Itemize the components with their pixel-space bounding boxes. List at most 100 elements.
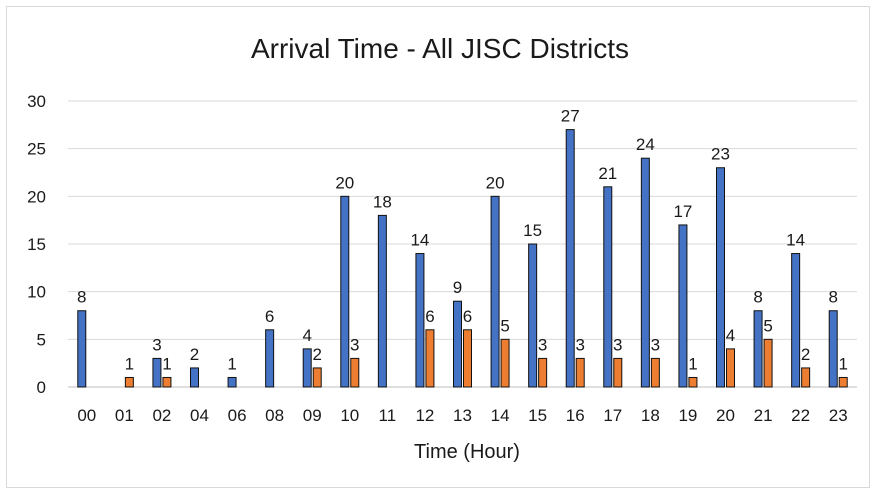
data-label: 20 xyxy=(335,173,354,192)
x-tick-label: 01 xyxy=(115,406,134,425)
x-tick-label: 06 xyxy=(228,406,247,425)
bars xyxy=(77,129,848,388)
data-label: 6 xyxy=(463,307,472,326)
y-tick-label: 30 xyxy=(27,92,46,111)
data-label: 1 xyxy=(227,354,236,373)
x-tick-label: 14 xyxy=(491,406,510,425)
bar-series-1 xyxy=(265,329,275,388)
chart-frame xyxy=(6,6,870,488)
x-tick-label: 23 xyxy=(829,406,848,425)
data-label: 6 xyxy=(265,307,274,326)
x-tick-label: 16 xyxy=(566,406,585,425)
data-label: 24 xyxy=(636,135,655,154)
data-label: 8 xyxy=(753,288,762,307)
data-label: 9 xyxy=(453,278,462,297)
x-tick-label: 02 xyxy=(152,406,171,425)
y-tick-label: 0 xyxy=(37,378,46,397)
y-tick-label: 20 xyxy=(27,187,46,206)
bar-series-1 xyxy=(716,167,725,388)
y-axis-tick-labels: 0 5 10 15 20 25 30 xyxy=(27,92,46,397)
data-label: 3 xyxy=(613,335,622,354)
bar-series-2 xyxy=(124,376,134,388)
bar-series-2 xyxy=(500,338,510,388)
x-tick-label: 11 xyxy=(379,406,397,425)
bar-series-2 xyxy=(425,329,435,388)
x-tick-label: 21 xyxy=(754,406,773,425)
gridlines xyxy=(68,100,857,388)
bar-series-1 xyxy=(340,195,350,388)
data-label: 1 xyxy=(838,354,847,373)
bar-series-2 xyxy=(688,376,698,388)
bar-series-1 xyxy=(528,243,538,388)
bar-series-2 xyxy=(801,367,811,388)
bar-series-1 xyxy=(678,224,688,388)
x-tick-label: 18 xyxy=(641,406,660,425)
x-tick-label: 04 xyxy=(190,406,209,425)
bar-series-1 xyxy=(377,214,387,388)
data-label: 4 xyxy=(726,326,735,345)
x-tick-label: 15 xyxy=(528,406,547,425)
data-labels: 8131216422031814696205153273213243171234… xyxy=(77,107,848,374)
data-label: 1 xyxy=(162,354,171,373)
data-label: 2 xyxy=(801,345,810,364)
bar-series-2 xyxy=(726,348,735,388)
data-label: 3 xyxy=(538,335,547,354)
data-label: 1 xyxy=(125,354,134,373)
bar-series-1 xyxy=(565,129,575,388)
data-label: 23 xyxy=(711,145,730,164)
bar-series-1 xyxy=(453,300,462,388)
x-tick-label: 22 xyxy=(791,406,810,425)
bar-series-1 xyxy=(791,253,801,388)
data-label: 3 xyxy=(651,335,660,354)
y-tick-label: 25 xyxy=(27,140,46,159)
y-tick-label: 10 xyxy=(27,283,46,302)
bar-series-2 xyxy=(350,357,360,388)
data-label: 3 xyxy=(350,335,359,354)
data-label: 5 xyxy=(763,316,772,335)
y-tick-label: 5 xyxy=(37,330,46,349)
data-label: 3 xyxy=(152,335,161,354)
data-label: 21 xyxy=(598,164,617,183)
data-label: 17 xyxy=(673,202,692,221)
bar-series-1 xyxy=(490,195,500,388)
x-tick-label: 09 xyxy=(303,406,322,425)
bar-series-1 xyxy=(77,310,87,388)
data-label: 14 xyxy=(786,231,805,250)
x-tick-label: 19 xyxy=(678,406,697,425)
x-tick-label: 12 xyxy=(415,406,434,425)
data-label: 20 xyxy=(486,173,505,192)
bar-series-2 xyxy=(312,367,322,388)
bar-series-1 xyxy=(190,367,199,388)
data-label: 2 xyxy=(312,345,321,364)
data-label: 15 xyxy=(523,221,542,240)
bar-series-1 xyxy=(640,157,650,388)
bar-series-2 xyxy=(162,376,172,388)
bar-series-1 xyxy=(152,357,162,388)
bar-series-1 xyxy=(302,348,312,388)
x-tick-label: 20 xyxy=(716,406,735,425)
data-label: 14 xyxy=(410,231,429,250)
x-tick-label: 13 xyxy=(453,406,472,425)
data-label: 8 xyxy=(77,288,86,307)
bar-series-1 xyxy=(828,310,838,388)
bar-series-2 xyxy=(838,376,848,388)
y-tick-label: 15 xyxy=(27,235,46,254)
x-tick-label: 10 xyxy=(340,406,359,425)
bar-series-2 xyxy=(763,338,773,388)
x-axis-tick-labels: 00 01 02 04 06 08 09 10 11 12 13 14 15 16 17 18 19 20 21 22… xyxy=(77,406,847,425)
bar-series-2 xyxy=(613,357,623,388)
bar-series-1 xyxy=(753,310,763,388)
data-label: 27 xyxy=(561,107,580,126)
data-label: 8 xyxy=(828,288,837,307)
data-label: 18 xyxy=(373,192,392,211)
bar-series-1 xyxy=(415,253,425,388)
data-label: 1 xyxy=(688,354,697,373)
bar-series-1 xyxy=(227,376,237,388)
bar-series-2 xyxy=(650,357,660,388)
chart-title: Arrival Time - All JISC Districts xyxy=(251,33,629,64)
bar-series-2 xyxy=(463,329,472,388)
x-tick-label: 17 xyxy=(603,406,622,425)
data-label: 2 xyxy=(190,345,199,364)
x-tick-label: 00 xyxy=(77,406,96,425)
